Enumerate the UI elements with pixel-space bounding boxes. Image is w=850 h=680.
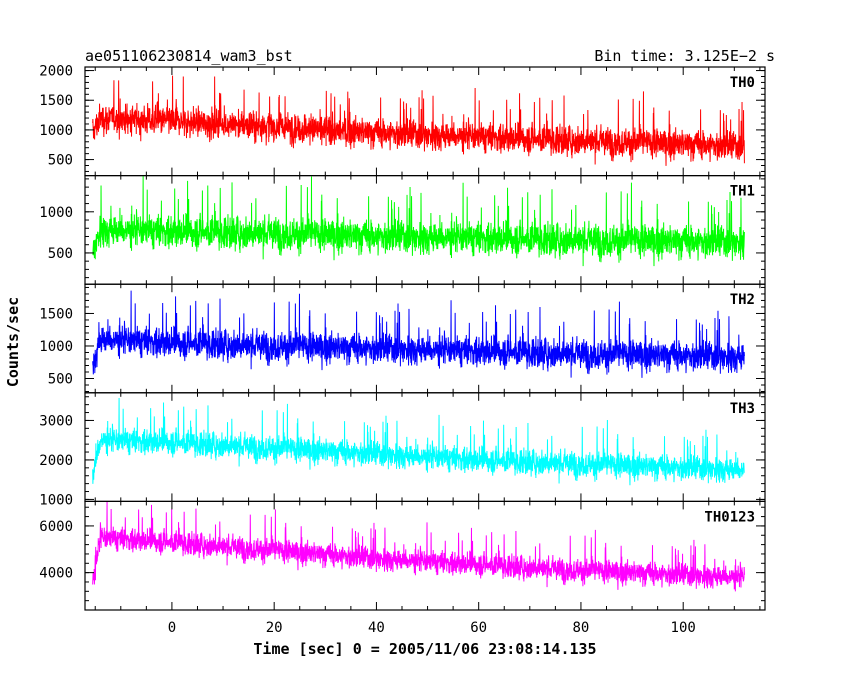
panel-label-th2: TH2 [730,292,755,308]
y-tick-label: 500 [48,153,73,169]
panel-th3: 1000 2000 3000 TH3 [39,392,766,508]
bin-time-label: Bin time: 3.125E−2 s [594,47,775,65]
x-tick-label: 60 [470,620,487,636]
panel-label-th0123: TH0123 [704,509,755,525]
x-tick-label: 40 [368,620,385,636]
series-line-th2 [92,290,745,378]
y-tick-label: 1000 [39,339,73,355]
panel-th0123: 4000 6000 TH0123 [39,500,766,611]
x-tick-label: 100 [671,620,696,636]
panel-th1: 500 1000 TH1 [39,175,766,285]
x-tick-label: 80 [573,620,590,636]
y-tick-label: 4000 [39,566,73,582]
x-axis-label: Time [sec] 0 = 2005/11/06 23:08:14.135 [253,640,596,658]
chart-title: ae051106230814_wam3_bst [85,47,293,65]
y-tick-label: 6000 [39,519,73,535]
series-line-th0123 [92,501,745,592]
panels-group: 500 1000 1500 2000 TH0 500 1000 TH1 500 1000 1500 T… [39,64,766,611]
y-axis-label: Counts/sec [4,297,22,387]
y-tick-label: 1500 [39,93,73,109]
series-line-th3 [92,397,745,486]
y-tick-label: 500 [48,371,73,387]
y-tick-label: 2000 [39,453,73,469]
series-line-th0 [92,75,745,166]
y-tick-label: 3000 [39,413,73,429]
y-tick-label: 1000 [39,205,73,221]
series-line-th1 [92,175,745,267]
x-tick-label: 20 [266,620,283,636]
y-tick-label: 1000 [39,492,73,508]
panel-label-th1: TH1 [730,184,755,200]
y-tick-label: 1500 [39,306,73,322]
y-tick-label: 500 [48,246,73,262]
x-tick-label: 0 [168,620,176,636]
x-tick-labels: 0 20 40 60 80 100 [168,620,696,636]
panel-label-th3: TH3 [730,401,755,417]
panel-th0: 500 1000 1500 2000 TH0 [39,64,766,177]
panel-frame [84,500,766,611]
panel-th2: 500 1000 1500 TH2 [39,283,766,394]
y-tick-label: 1000 [39,123,73,139]
y-tick-label: 2000 [39,64,73,80]
panel-label-th0: TH0 [730,75,755,91]
